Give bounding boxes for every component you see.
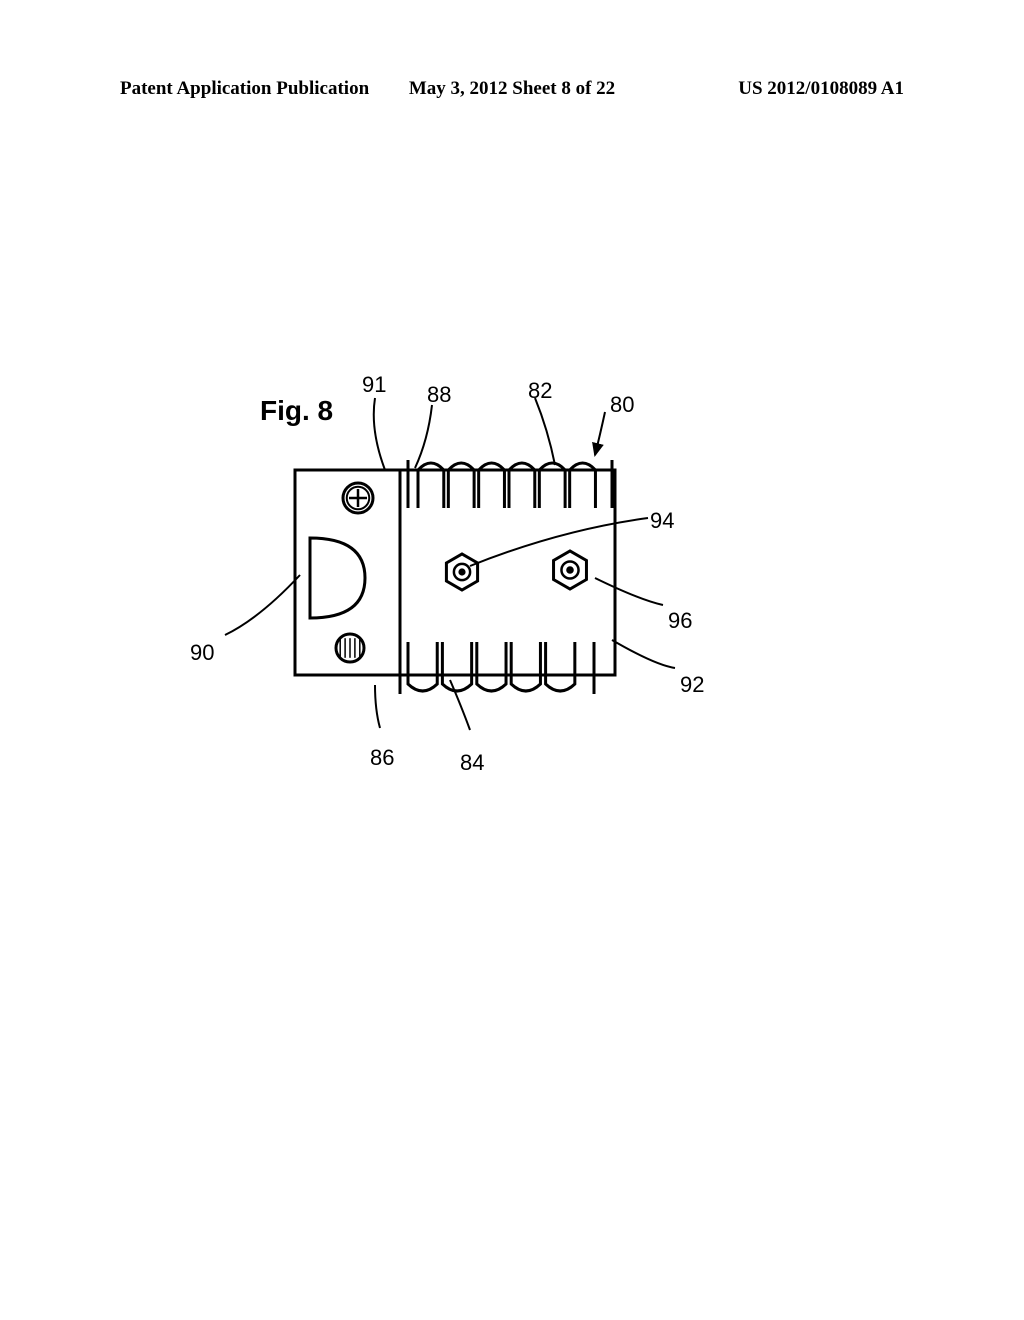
ref-94: 94: [650, 508, 674, 534]
ref-92: 92: [680, 672, 704, 698]
ref-90: 90: [190, 640, 214, 666]
patent-figure: [0, 0, 1024, 1320]
ref-82: 82: [528, 378, 552, 404]
ref-88: 88: [427, 382, 451, 408]
ref-86: 86: [370, 745, 394, 771]
ref-96: 96: [668, 608, 692, 634]
ref-91: 91: [362, 372, 386, 398]
ref-84: 84: [460, 750, 484, 776]
ref-80: 80: [610, 392, 634, 418]
